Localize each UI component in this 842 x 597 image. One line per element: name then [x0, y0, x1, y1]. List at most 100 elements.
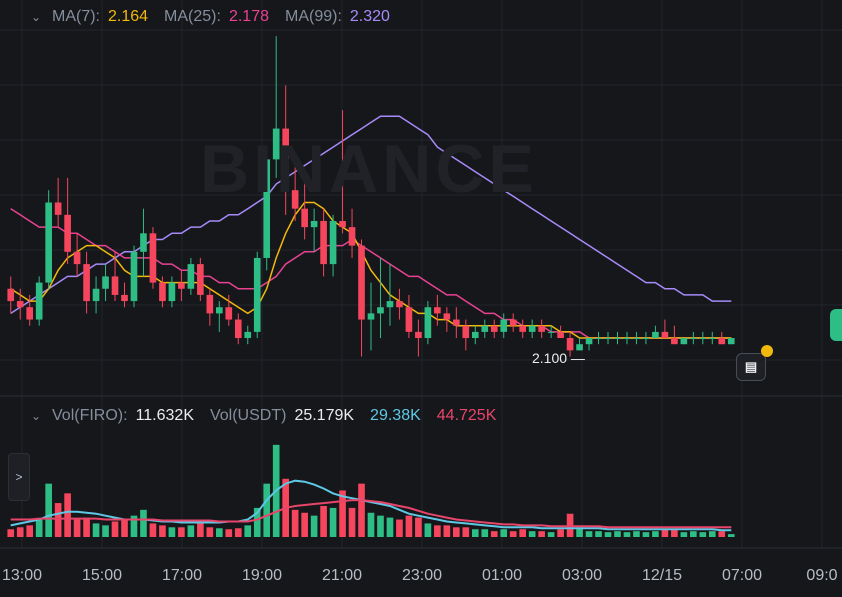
candle-body — [595, 338, 602, 340]
vol-firo-value: 11.632K — [135, 407, 194, 424]
candle-body — [301, 208, 308, 228]
volume-bar — [187, 525, 195, 537]
volume-bar — [396, 519, 403, 537]
volume-bar — [64, 493, 71, 537]
volume-bar — [718, 531, 726, 537]
volume-bar — [443, 525, 451, 537]
candle-body — [130, 251, 138, 302]
candle-body — [35, 282, 43, 320]
candle-body — [16, 301, 24, 308]
volume-bar — [490, 531, 498, 537]
candle-body — [708, 338, 716, 340]
volume-bar — [377, 515, 384, 537]
volume-bar — [538, 531, 545, 537]
chevron-down-icon[interactable]: ⌄ — [30, 10, 42, 24]
chevron-right-icon[interactable]: > — [8, 453, 30, 501]
volume-bar — [727, 534, 735, 537]
vol-ma-a-value: 29.38K — [370, 407, 421, 424]
volume-legend: ⌄ Vol(FIRO): 11.632K Vol(USDT) 25.179K 2… — [28, 407, 504, 425]
candle-body — [652, 331, 659, 339]
candle-body — [92, 288, 100, 302]
candle-body — [225, 307, 233, 320]
candle-body — [396, 301, 403, 308]
volume-bar — [699, 532, 707, 537]
candle-body — [121, 294, 128, 302]
volume-bar — [54, 503, 62, 537]
volume-bar — [206, 527, 214, 537]
volume-bar — [159, 525, 166, 537]
volume-bar — [462, 527, 470, 537]
candle-body — [585, 338, 593, 345]
candle-body — [178, 282, 185, 289]
volume-bar — [178, 527, 185, 537]
volume-bar — [73, 519, 81, 537]
volume-bar — [557, 529, 564, 537]
volume-bar — [358, 483, 365, 537]
candle-body — [443, 313, 451, 320]
x-tick-label: 21:00 — [322, 567, 362, 584]
volume-bar — [604, 532, 612, 537]
chart-settings-button[interactable]: ▤ — [736, 345, 773, 381]
candle-body — [490, 325, 498, 332]
candle-body — [642, 338, 650, 340]
candle-body — [547, 331, 555, 333]
candle-body — [73, 251, 81, 265]
candle-body — [358, 245, 365, 320]
chevron-down-icon[interactable]: ⌄ — [30, 409, 42, 423]
volume-ma-line-b — [10, 499, 732, 529]
volume-bar — [339, 490, 346, 537]
x-tick-label: 15:00 — [82, 567, 122, 584]
volume-bar — [140, 509, 147, 537]
candle-body — [576, 344, 583, 351]
volume-bar — [7, 529, 15, 537]
candle-body — [509, 319, 517, 326]
volume-bar — [320, 505, 327, 537]
candle-body — [282, 128, 289, 191]
candle-body — [310, 220, 318, 228]
x-tick-label: 19:00 — [242, 567, 282, 584]
volume-bar — [102, 525, 109, 537]
volume-bar — [111, 521, 119, 537]
volume-bar — [405, 515, 413, 537]
candle-body — [253, 257, 261, 332]
candle-body — [386, 301, 394, 308]
volume-bar — [576, 527, 583, 537]
candle-body — [623, 338, 631, 340]
x-tick-label: 01:00 — [482, 567, 522, 584]
volume-bar — [291, 509, 299, 537]
price-scale-handle[interactable] — [830, 309, 842, 341]
candle-body — [159, 282, 166, 302]
volume-bar — [121, 519, 128, 537]
candle-body — [140, 233, 147, 252]
candle-body — [434, 307, 441, 314]
volume-bar — [329, 507, 337, 537]
candle-body — [215, 307, 223, 314]
x-tick-label: 07:00 — [722, 567, 762, 584]
volume-bar — [197, 519, 204, 537]
candle-body — [149, 233, 157, 283]
candle-body — [329, 220, 337, 265]
candle-body — [64, 214, 71, 252]
volume-bar — [83, 517, 90, 537]
x-tick-label: 13:00 — [2, 567, 42, 584]
volume-bar — [168, 527, 176, 537]
candle-body — [415, 331, 422, 339]
candle-body — [519, 325, 527, 332]
watermark: BINANCE — [200, 131, 538, 207]
candle-body — [45, 202, 52, 283]
candle-body — [367, 313, 375, 320]
vol-ma-b-value: 44.725K — [436, 407, 497, 424]
candle-body — [680, 338, 688, 345]
candle-body — [263, 159, 271, 258]
candle-body — [291, 190, 299, 209]
volume-bar — [471, 529, 479, 537]
volume-bar — [386, 517, 394, 537]
volume-bar — [509, 531, 517, 537]
volume-bar — [642, 532, 650, 537]
vol-firo-label: Vol(FIRO): — [52, 407, 128, 424]
ma7-value: 2.164 — [108, 8, 149, 25]
volume-bar — [26, 525, 34, 537]
volume-bar — [614, 531, 621, 537]
volume-bar — [225, 529, 233, 537]
